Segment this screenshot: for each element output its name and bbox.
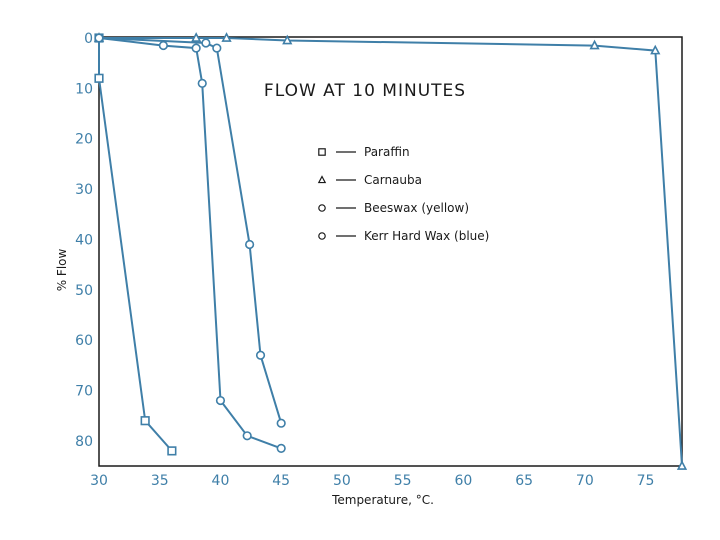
legend-marker [318, 148, 326, 156]
y-tick-label: 0 [84, 31, 93, 47]
series-line [98, 38, 173, 452]
series-layer [93, 32, 688, 470]
series-3 [94, 33, 286, 428]
y-tick-label: 20 [75, 132, 93, 148]
y-tick-label: 70 [75, 383, 93, 399]
data-point [197, 78, 207, 88]
data-point [140, 416, 150, 426]
y-tick-label: 50 [75, 283, 93, 299]
legend-label: Carnauba [364, 173, 422, 187]
x-tick-label: 70 [576, 473, 594, 489]
y-tick-label: 80 [75, 434, 93, 450]
data-point [201, 38, 211, 48]
data-point [276, 443, 286, 453]
data-point [191, 32, 202, 42]
x-tick-label: 75 [637, 473, 655, 489]
y-tick-label: 30 [75, 182, 93, 198]
data-point [242, 431, 252, 441]
y-tick-labels: 0 10 20 30 40 50 60 70 80 [75, 31, 93, 450]
x-tick-label: 50 [333, 473, 351, 489]
x-tick-label: 40 [212, 473, 230, 489]
legend-label: Beeswax (yellow) [364, 201, 469, 215]
x-tick-label: 60 [454, 473, 472, 489]
series-line [98, 37, 283, 424]
data-point [245, 239, 255, 250]
legend: Paraffin Carnauba Beeswax (yellow) Kerr Har… [317, 145, 489, 243]
data-point [255, 350, 266, 360]
x-tick-label: 55 [394, 473, 412, 489]
x-tick-labels: 30 35 40 45 50 55 60 65 70 75 [90, 473, 654, 489]
data-point [589, 39, 600, 50]
y-tick-label: 10 [75, 81, 93, 97]
series-1 [93, 32, 688, 470]
legend-item: Kerr Hard Wax (blue) [318, 229, 489, 243]
data-point [94, 33, 104, 43]
series-0 [94, 33, 177, 456]
legend-item: Beeswax (yellow) [318, 201, 469, 215]
x-tick-label: 30 [90, 473, 108, 489]
legend-label: Kerr Hard Wax (blue) [364, 229, 489, 243]
y-tick-label: 60 [75, 333, 93, 349]
series-line [99, 37, 683, 467]
plot-frame [98, 36, 683, 467]
y-axis-title: % Flow [55, 249, 69, 292]
x-tick-label: 35 [151, 473, 169, 489]
data-point [221, 32, 232, 42]
data-point [191, 43, 201, 53]
y-tick-label: 40 [75, 232, 93, 248]
legend-label: Paraffin [364, 145, 410, 159]
data-point [650, 44, 661, 55]
data-point [676, 460, 688, 470]
legend-marker [318, 204, 326, 212]
series-2 [94, 33, 286, 453]
data-point [215, 395, 226, 406]
legend-item: Paraffin [318, 145, 410, 159]
plot-area-border [98, 36, 683, 467]
legend-item: Carnauba [317, 173, 422, 187]
data-point [212, 43, 222, 53]
chart-title: FLOW AT 10 MINUTES [264, 81, 466, 101]
x-axis-title: Temperature, °C. [331, 493, 434, 507]
x-tick-label: 65 [515, 473, 533, 489]
data-point [158, 40, 168, 51]
x-tick-label: 45 [272, 473, 290, 489]
data-point [282, 34, 293, 45]
data-point [276, 418, 286, 428]
data-point [94, 73, 104, 83]
legend-marker [318, 232, 326, 240]
legend-marker [317, 175, 327, 184]
data-point [167, 446, 177, 456]
